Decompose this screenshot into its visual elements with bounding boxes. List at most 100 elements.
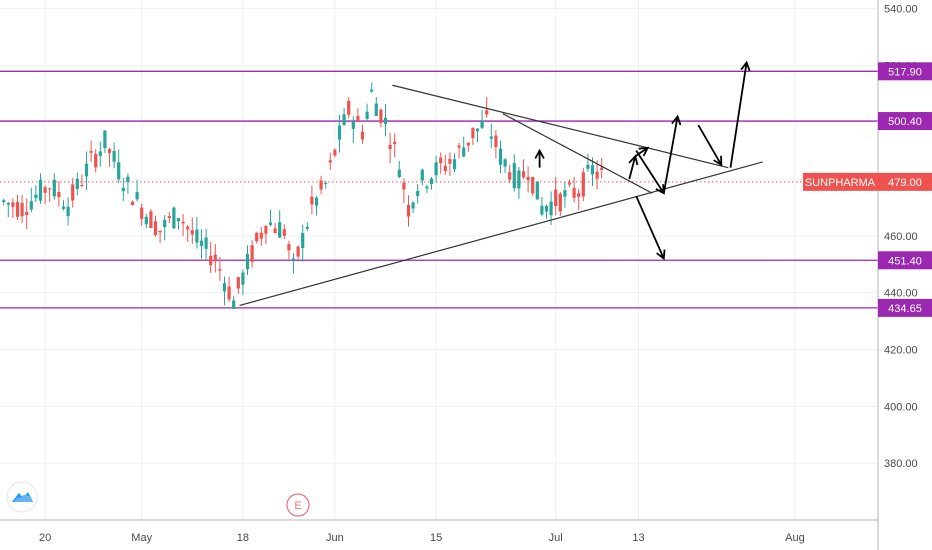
candle [356,108,360,122]
candle [236,276,240,295]
candle [517,166,521,199]
up-arrow-1[interactable] [628,154,639,180]
candle [544,204,549,219]
candle [434,155,438,183]
candle [29,187,33,213]
candle [489,123,493,149]
x-tick-label: Jun [326,532,344,544]
price-level-badge [878,62,932,81]
support-trend-line[interactable] [239,161,763,307]
candle [268,209,273,227]
candle [48,187,52,202]
up-arrow-small[interactable] [534,148,545,168]
candle [121,177,125,202]
candle [503,158,507,173]
candle [232,296,236,310]
candle [227,276,231,302]
candle [540,197,544,217]
price-level-label: 500.40 [888,116,922,128]
candle [66,197,70,226]
price-level-label: 517.90 [888,66,922,78]
candle [2,198,6,206]
candle [52,173,56,200]
candle [581,167,585,201]
candle [264,225,268,245]
candle [43,185,47,204]
price-level-badge [878,112,932,131]
candle [291,253,296,274]
candle [199,229,204,259]
candle [531,176,535,197]
candle [310,185,314,215]
candle [163,214,167,241]
candle [393,133,397,158]
candle [471,127,475,146]
candle [126,173,130,194]
arrow-1-head-fix[interactable] [634,146,650,158]
candle [577,188,581,210]
event-marker[interactable]: E [286,493,310,517]
y-tick-label: 440.00 [884,288,918,300]
x-axis[interactable]: 20 May 18 Jun 15 Jul 13 Aug [0,519,878,544]
candle [213,244,217,273]
candle [397,160,401,178]
price-level-badge [878,298,932,317]
candle [411,200,415,214]
inner-trend-line[interactable] [502,113,653,194]
candle [370,82,374,93]
candle [314,195,319,216]
candle [494,130,498,159]
candle [425,184,429,193]
symbol-label: SUNPHARMA [805,177,876,189]
candle [172,206,176,230]
candle [273,222,277,234]
candle [595,160,599,190]
candle [526,166,530,193]
candle [75,172,79,196]
candle [462,136,466,158]
candle [512,154,516,192]
candle [563,181,567,208]
last-price-badge [878,172,932,191]
candle [319,175,323,195]
candle [572,176,576,203]
candle [485,97,489,118]
candles [2,82,604,310]
y-axis[interactable]: 540.00520.00500.00480.00460.00440.00420.… [877,0,918,550]
up-arrow-2[interactable] [662,114,682,194]
candle [135,179,139,202]
x-tick-label: 13 [632,532,644,544]
price-level-label: 451.40 [888,255,922,267]
up-arrow-big[interactable] [729,60,751,168]
candle [241,269,245,296]
candle [167,212,171,224]
y-tick-label: 460.00 [884,231,918,243]
candle [38,173,43,205]
down-arrow-breakdown[interactable] [635,195,666,261]
candle [144,213,148,229]
down-arrow-2[interactable] [697,124,723,167]
candle [186,224,190,243]
candle [117,149,121,184]
y-tick-label: 540.00 [884,4,918,16]
candle [301,224,305,262]
candle [149,209,153,229]
candle [521,159,526,179]
candle [190,217,194,245]
candle [112,142,116,169]
resistance-trend-line[interactable] [392,84,729,169]
candle [107,147,112,167]
candle [103,130,107,154]
x-tick-label: Aug [785,532,805,544]
candle [130,200,135,206]
candle [365,103,369,122]
candle [71,178,75,208]
tradingview-logo-icon[interactable] [6,481,38,513]
candle [475,128,480,143]
candle [333,148,337,158]
candle [466,142,470,152]
candle [15,194,20,221]
candle [34,185,38,203]
candle [195,216,199,249]
